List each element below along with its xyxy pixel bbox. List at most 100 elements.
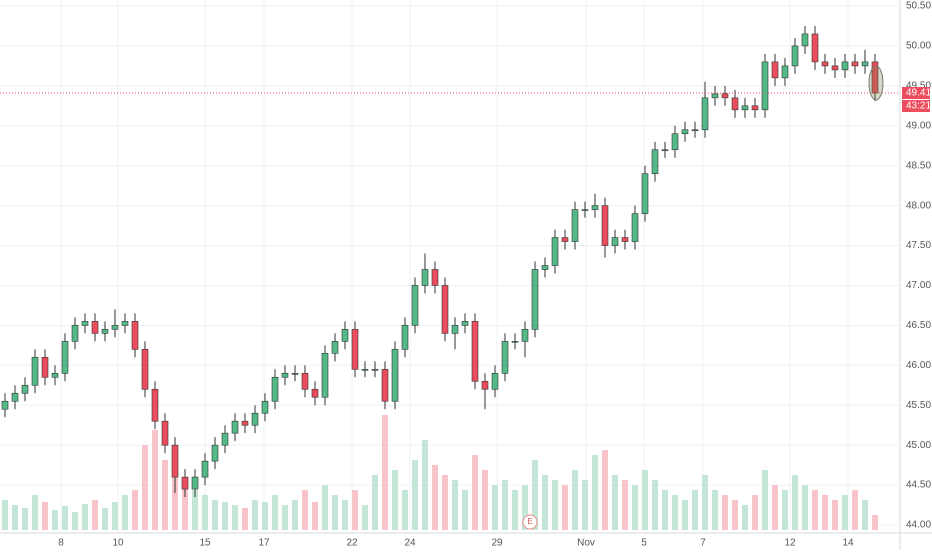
volume-bar: [482, 470, 488, 530]
volume-bar: [582, 480, 588, 530]
event-marker-label: E: [527, 517, 532, 526]
volume-pane: [2, 415, 878, 530]
candle-body: [221, 432, 229, 446]
candle-body: [561, 237, 569, 242]
volume-bar: [592, 455, 598, 530]
y-tick-label: 46.00: [906, 360, 931, 371]
candle-body: [191, 476, 199, 490]
volume-bar: [612, 475, 618, 530]
volume-bar: [162, 460, 168, 530]
volume-bar: [762, 470, 768, 530]
volume-bar: [672, 495, 678, 530]
candle-body: [871, 61, 879, 94]
volume-bar: [92, 500, 98, 530]
volume-bar: [272, 495, 278, 530]
volume-bar: [812, 490, 818, 530]
volume-bar: [712, 490, 718, 530]
candle-body: [91, 321, 99, 334]
candle-body: [131, 321, 139, 350]
volume-bar: [102, 508, 108, 530]
candle-body: [181, 476, 189, 490]
volume-bar: [772, 485, 778, 530]
volume-bar: [402, 490, 408, 530]
candle-body: [331, 341, 339, 354]
volume-bar: [542, 475, 548, 530]
volume-bar: [252, 500, 258, 530]
volume-bar: [352, 490, 358, 530]
candle-body: [501, 341, 509, 374]
volume-bar: [632, 485, 638, 530]
x-tick-label: 29: [491, 538, 503, 549]
volume-bar: [232, 505, 238, 530]
candle-body: [161, 420, 169, 446]
volume-bar: [362, 505, 368, 530]
event-marker[interactable]: [522, 514, 538, 530]
volume-bar: [2, 500, 8, 530]
volume-bar: [132, 490, 138, 530]
candle-body: [381, 368, 389, 402]
candle-body: [481, 380, 489, 390]
candle-body: [641, 173, 649, 214]
candle-body: [371, 368, 379, 371]
volume-bar: [82, 504, 88, 530]
y-tick-label: 47.00: [906, 280, 931, 291]
y-tick-label: 44.50: [906, 480, 931, 491]
candle-body: [201, 460, 209, 478]
candle-body: [211, 444, 219, 462]
candle-body: [631, 213, 639, 242]
volume-bar: [792, 475, 798, 530]
volume-bar: [122, 495, 128, 530]
candle-body: [531, 269, 539, 330]
volume-bar: [862, 500, 868, 530]
candle-body: [171, 444, 179, 478]
candle-body: [611, 237, 619, 246]
volume-bar: [172, 470, 178, 530]
y-tick-label: 50.00: [906, 41, 931, 52]
volume-bar: [662, 490, 668, 530]
grid: [0, 0, 900, 533]
candle-body: [1, 400, 9, 410]
candle-body: [401, 325, 409, 350]
volume-bar: [802, 485, 808, 530]
volume-bar: [152, 430, 158, 530]
candle-body: [571, 209, 579, 242]
candle-body: [111, 325, 119, 330]
candle-body: [271, 376, 279, 402]
candle-body: [361, 368, 369, 371]
candle-body: [451, 325, 459, 334]
x-tick-label: 8: [58, 538, 64, 549]
candle-body: [11, 392, 19, 402]
volume-bar: [392, 470, 398, 530]
volume-bar: [422, 440, 428, 530]
volume-bar: [142, 445, 148, 530]
x-tick-label: 5: [641, 538, 647, 549]
candle-body: [851, 61, 859, 67]
volume-bar: [322, 485, 328, 530]
candle-body: [731, 97, 739, 111]
candle-body: [101, 329, 109, 334]
candle-body: [141, 349, 149, 390]
volume-bar: [552, 480, 558, 530]
candle-body: [351, 329, 359, 370]
candle-body: [311, 388, 319, 398]
candle-body: [51, 372, 59, 378]
volume-bar: [832, 500, 838, 530]
volume-bar: [312, 502, 318, 530]
volume-bar: [192, 490, 198, 530]
candle-body: [261, 400, 269, 414]
candle-body: [521, 329, 529, 342]
volume-bar: [822, 495, 828, 530]
volume-bar: [72, 512, 78, 530]
volume-bar: [842, 495, 848, 530]
volume-bar: [682, 500, 688, 530]
candle-body: [251, 412, 259, 426]
volume-bar: [602, 450, 608, 530]
volume-bar: [502, 480, 508, 530]
volume-bar: [782, 490, 788, 530]
candle-body: [61, 341, 69, 374]
highlight: [868, 65, 884, 101]
countdown-label: 43:21: [906, 101, 931, 112]
candle-body: [81, 321, 89, 326]
candle-body: [31, 357, 39, 386]
